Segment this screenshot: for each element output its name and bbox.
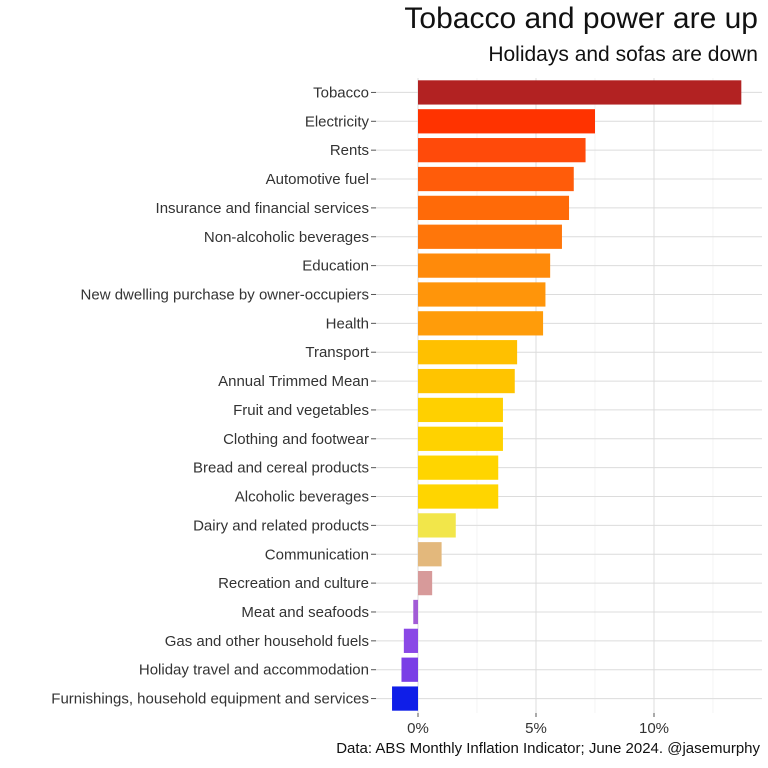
y-tick-label: Automotive fuel — [266, 171, 369, 188]
x-tick-label: 10% — [639, 720, 669, 737]
y-tick-label: Electricity — [305, 113, 370, 130]
bar — [418, 195, 570, 221]
bar — [418, 253, 551, 278]
x-tick-label: 0% — [407, 720, 429, 737]
y-tick-label: Rents — [330, 142, 369, 159]
y-tick-label: Annual Trimmed Mean — [218, 373, 369, 390]
bar — [401, 657, 418, 682]
bar — [418, 570, 433, 596]
bar — [418, 138, 586, 163]
bar — [418, 224, 562, 249]
bar — [418, 397, 503, 423]
y-tick-label: Fruit and vegetables — [233, 402, 369, 419]
chart-subtitle: Holidays and sofas are down — [488, 43, 758, 66]
y-tick-label: Education — [302, 258, 369, 275]
bar — [418, 368, 515, 394]
bar — [392, 686, 418, 711]
bar — [418, 426, 503, 451]
bar — [418, 80, 742, 105]
y-tick-label: Gas and other household fuels — [165, 633, 369, 650]
bar — [403, 628, 418, 653]
y-tick-label: Insurance and financial services — [156, 200, 369, 217]
bar — [418, 340, 518, 365]
chart-caption: Data: ABS Monthly Inflation Indicator; J… — [336, 740, 760, 757]
y-tick-label: Communication — [265, 546, 369, 563]
y-tick-label: Holiday travel and accommodation — [139, 662, 369, 679]
y-tick-label: Non-alcoholic beverages — [204, 229, 369, 246]
bar — [418, 282, 546, 307]
y-tick-label: Dairy and related products — [193, 517, 369, 534]
bar — [418, 542, 442, 567]
y-tick-label: Clothing and footwear — [223, 431, 369, 448]
y-tick-label: Tobacco — [313, 84, 369, 101]
bar — [418, 455, 499, 480]
chart-title: Tobacco and power are up — [404, 2, 758, 35]
y-tick-label: Meat and seafoods — [241, 604, 369, 621]
y-tick-label: Recreation and culture — [218, 575, 369, 592]
bar — [413, 599, 418, 625]
bar — [418, 513, 456, 538]
y-tick-label: Bread and cereal products — [193, 460, 369, 477]
y-tick-label: Transport — [305, 344, 369, 361]
bar — [418, 484, 499, 509]
bar — [418, 109, 595, 134]
y-tick-label: Health — [326, 315, 369, 332]
y-tick-label: Alcoholic beverages — [235, 489, 369, 506]
y-tick-label: Furnishings, household equipment and ser… — [51, 691, 369, 708]
x-tick-label: 5% — [525, 720, 547, 737]
bar — [418, 166, 574, 192]
y-tick-label: New dwelling purchase by owner-occupiers — [81, 286, 369, 303]
bar — [418, 311, 544, 336]
